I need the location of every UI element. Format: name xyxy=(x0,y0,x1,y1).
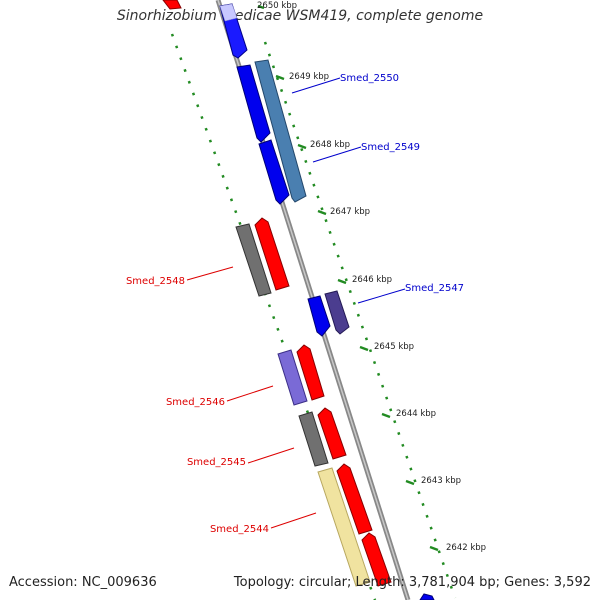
gene-arrow-smed-2546-violet[interactable] xyxy=(277,349,308,406)
gene-arrow-partial-top[interactable] xyxy=(162,0,182,10)
kbp-tick-9 xyxy=(429,545,439,552)
kbp-tick-2 xyxy=(275,74,285,81)
gene-label-smed-2544[interactable]: Smed_2544 xyxy=(210,524,269,535)
gene-label-leaders xyxy=(186,77,406,529)
gene-arrow-smed-2549[interactable] xyxy=(258,139,290,205)
gene-arrow-lightblue-cap[interactable] xyxy=(219,3,238,22)
right-dotted-guide xyxy=(263,41,457,599)
gene-leader-line xyxy=(357,288,406,304)
kbp-tick-8 xyxy=(405,479,415,486)
map-title: Sinorhizobium medicae WSM419, complete g… xyxy=(116,8,484,24)
kbp-tick-marks xyxy=(257,4,439,552)
gene-arrow-smed-2550-steel[interactable] xyxy=(254,59,307,203)
genome-summary-text: Topology: circular; Length: 3,781,904 bp… xyxy=(233,575,591,590)
gene-label-smed-2548[interactable]: Smed_2548 xyxy=(126,276,185,287)
kbp-tick-label: 2649 kbp xyxy=(289,72,329,82)
gene-arrow-lower-red[interactable] xyxy=(361,532,392,587)
kbp-tick-7 xyxy=(381,412,391,419)
kbp-tick-1 xyxy=(257,4,265,10)
kbp-tick-4 xyxy=(317,209,327,216)
gene-arrow-smed-2547-purple[interactable] xyxy=(324,290,350,335)
gene-label-smed-2547[interactable]: Smed_2547 xyxy=(405,283,464,294)
gene-label-smed-2549[interactable]: Smed_2549 xyxy=(361,142,420,153)
gene-leader-line xyxy=(186,266,234,281)
kbp-tick-label: 2645 kbp xyxy=(374,342,414,352)
gene-arrow-smed-2548[interactable] xyxy=(254,217,290,291)
kbp-tick-label: 2642 kbp xyxy=(446,543,486,553)
kbp-tick-label: 2646 kbp xyxy=(352,275,392,285)
kbp-tick-5 xyxy=(337,278,347,285)
gene-leader-line xyxy=(312,146,362,163)
gene-arrow-smed-2544[interactable] xyxy=(336,463,373,535)
gene-labels: Smed_2550 Smed_2549 Smed_2548 Smed_2547 Smed… xyxy=(126,73,464,535)
gene-arrow-smed-2550[interactable] xyxy=(236,64,271,143)
kbp-tick-label: 2644 kbp xyxy=(396,409,436,419)
gene-leader-line xyxy=(291,77,341,94)
gene-arrow-smed-2544-yellow[interactable] xyxy=(317,467,371,587)
kbp-tick-3 xyxy=(297,143,307,150)
gene-label-smed-2546[interactable]: Smed_2546 xyxy=(166,397,225,408)
gene-label-smed-2545[interactable]: Smed_2545 xyxy=(187,457,246,468)
kbp-tick-label: 2648 kbp xyxy=(310,140,350,150)
gene-arrow-smed-2546[interactable] xyxy=(296,344,325,401)
gene-label-smed-2550[interactable]: Smed_2550 xyxy=(340,73,399,84)
gene-leader-line xyxy=(226,385,274,402)
gene-leader-line xyxy=(270,512,317,529)
gene-leader-line xyxy=(247,447,295,464)
gene-arrow-smed-2545-gray[interactable] xyxy=(298,411,329,467)
accession-text: Accession: NC_009636 xyxy=(9,575,157,590)
gene-arrow-smed-2547[interactable] xyxy=(307,295,331,337)
gene-arrow-smed-2548-gray[interactable] xyxy=(235,223,272,297)
kbp-tick-label: 2650 kbp xyxy=(257,1,297,11)
kbp-tick-6 xyxy=(359,345,369,352)
kbp-tick-label: 2647 kbp xyxy=(330,207,370,217)
gene-arrow-bottom-blue[interactable] xyxy=(419,593,435,600)
kbp-tick-labels: 2650 kbp 2649 kbp 2648 kbp 2647 kbp 2646 kbp… xyxy=(257,1,486,553)
gene-arrow-smed-2545[interactable] xyxy=(317,407,347,460)
kbp-tick-label: 2643 kbp xyxy=(421,476,461,486)
